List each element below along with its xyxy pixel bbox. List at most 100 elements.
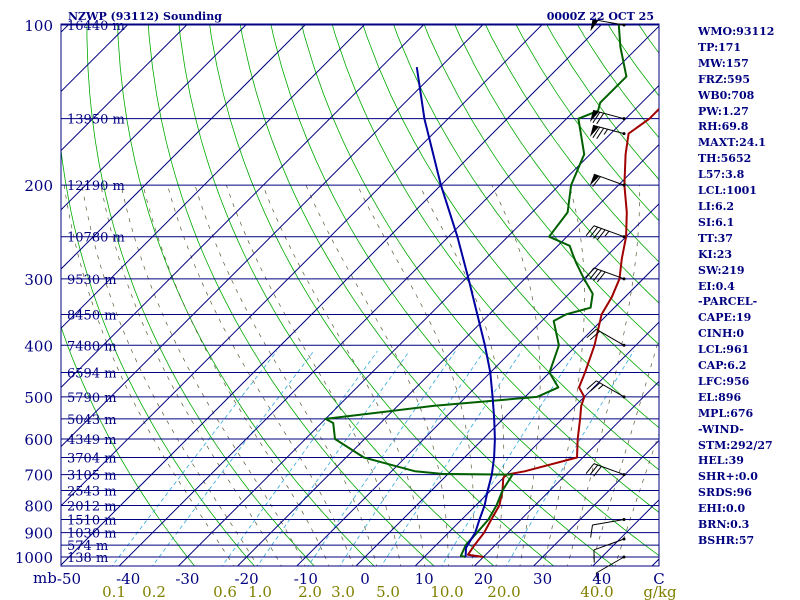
moist-adiabat bbox=[226, 184, 402, 566]
stat-item: SI:6.1 bbox=[698, 215, 735, 229]
wind-barb bbox=[586, 380, 626, 399]
pressure-tick: 900 bbox=[24, 525, 53, 543]
mixing-ratio-tick: 0.1 bbox=[102, 583, 126, 600]
mixing-ratio-tick: 10.0 bbox=[430, 583, 463, 600]
stat-item: -WIND- bbox=[698, 422, 744, 436]
moist-adiabat bbox=[567, 185, 641, 566]
height-label: 3704 m bbox=[67, 451, 117, 466]
mixing-ratio-line bbox=[307, 350, 456, 566]
stat-item: MW:157 bbox=[698, 56, 749, 70]
moist-adiabat bbox=[100, 185, 282, 566]
temperature-line bbox=[467, 107, 659, 558]
stat-item: PW:1.27 bbox=[698, 104, 749, 118]
wind-barb bbox=[590, 517, 626, 538]
stat-item: LCL:1001 bbox=[698, 184, 757, 198]
height-label: 4349 m bbox=[67, 433, 117, 448]
temperature-tick: 20 bbox=[474, 570, 493, 588]
pressure-tick: 700 bbox=[24, 467, 53, 485]
mixing-ratio-line bbox=[111, 350, 278, 566]
stat-item: EHI:0.0 bbox=[698, 502, 746, 516]
pressure-labels: 100 200 300 400 500 600 700 800 900 1000 mb bbox=[15, 17, 57, 587]
height-label: 13950 m bbox=[67, 113, 125, 128]
isotherm-line bbox=[61, 24, 485, 448]
wind-barb bbox=[585, 463, 626, 477]
pressure-tick: 200 bbox=[24, 177, 53, 195]
height-label: 1510 m bbox=[67, 513, 117, 528]
moist-adiabat bbox=[305, 184, 449, 566]
height-labels: 16440 m 13950 m 12190 m 10780 m 9530 m 8450 m… bbox=[67, 19, 125, 566]
mixing-ratio-line bbox=[380, 350, 523, 566]
wind-barb bbox=[589, 173, 626, 187]
parcel-line bbox=[415, 66, 496, 558]
moist-adiabat bbox=[418, 184, 505, 566]
stat-item: CAPE:19 bbox=[698, 311, 752, 325]
chart-datetime: 0000Z 22 OCT 25 bbox=[547, 10, 654, 23]
moist-adiabat bbox=[194, 184, 378, 566]
temperature-tick: 0 bbox=[360, 570, 370, 588]
wind-barb bbox=[595, 555, 626, 580]
temperature-tick: -50 bbox=[57, 570, 81, 588]
height-label: 8450 m bbox=[67, 308, 117, 323]
height-label: 3105 m bbox=[67, 469, 117, 484]
temperature-unit: C bbox=[653, 570, 664, 588]
stat-item: TH:5652 bbox=[698, 152, 752, 166]
dry-adiabats bbox=[61, 24, 659, 566]
stat-item: LFC:956 bbox=[698, 374, 750, 388]
temperature-tick: 10 bbox=[415, 570, 434, 588]
height-label: 10780 m bbox=[67, 231, 125, 246]
pressure-tick: 100 bbox=[24, 17, 53, 35]
isotherm-line bbox=[61, 24, 603, 566]
moist-adiabat bbox=[262, 184, 425, 566]
stat-item: SRDS:96 bbox=[698, 486, 752, 500]
temperature-tick: 40 bbox=[592, 570, 611, 588]
dry-adiabat bbox=[178, 24, 495, 566]
isotherm-line bbox=[296, 203, 659, 566]
height-label: 5790 m bbox=[67, 391, 117, 406]
pressure-tick: 800 bbox=[24, 497, 53, 515]
stat-item: SW:219 bbox=[698, 263, 745, 277]
stat-item: L57:3.8 bbox=[698, 168, 745, 182]
dry-adiabat bbox=[301, 24, 659, 513]
height-label: 138 m bbox=[67, 551, 108, 566]
pressure-tick: 1000 bbox=[15, 549, 53, 567]
moist-adiabat bbox=[356, 184, 475, 566]
stat-item: LI:6.2 bbox=[698, 199, 735, 213]
mixing-ratio-tick: 1.0 bbox=[248, 583, 272, 600]
isotherm-line bbox=[61, 24, 248, 211]
temperature-labels: -50 -40 -30 -20 -10 0 10 20 30 40 C bbox=[57, 570, 665, 588]
isotherm-line bbox=[61, 24, 426, 389]
mixing-ratio-line bbox=[221, 350, 378, 566]
dry-adiabat bbox=[61, 325, 196, 566]
mixing-ratio-tick: 3.0 bbox=[331, 583, 355, 600]
wind-barb bbox=[585, 267, 626, 283]
temperature-tick: 30 bbox=[533, 570, 552, 588]
mixing-ratio-line bbox=[505, 350, 635, 566]
wind-barb bbox=[590, 18, 626, 32]
wind-barb bbox=[593, 537, 626, 563]
height-label: 7480 m bbox=[67, 339, 117, 354]
isotherm-line bbox=[118, 25, 659, 566]
isotherm-line bbox=[61, 24, 307, 270]
pressure-tick: 300 bbox=[24, 271, 53, 289]
stat-item: STM:292/27 bbox=[698, 438, 773, 452]
moist-adiabat bbox=[81, 185, 259, 566]
isotherm-line bbox=[61, 24, 189, 152]
isotherm-line bbox=[61, 24, 544, 507]
isobars bbox=[61, 24, 659, 558]
stat-item: TT:37 bbox=[698, 231, 733, 245]
moist-adiabat bbox=[142, 185, 330, 566]
mixing-ratio-line bbox=[441, 350, 577, 566]
wind-barb bbox=[589, 124, 626, 139]
stat-item: CAP:6.2 bbox=[698, 359, 747, 373]
stats-panel: WMO:93112 TP:171 MW:157 FRZ:595 WB0:708 PW:1.… bbox=[698, 24, 798, 549]
height-label: 1030 m bbox=[67, 527, 117, 542]
mixing-ratio-labels: 0.1 0.2 0.6 1.0 2.0 3.0 5.0 10.0 20.0 40.0 g/kg bbox=[102, 583, 677, 600]
mixing-ratio-tick: 2.0 bbox=[298, 583, 322, 600]
moist-adiabat bbox=[167, 185, 354, 566]
moist-adiabat bbox=[491, 184, 541, 566]
dry-adiabat bbox=[117, 24, 375, 566]
stat-item: WMO:93112 bbox=[698, 25, 775, 38]
stat-item: FRZ:595 bbox=[698, 72, 751, 86]
stat-item: WB0:708 bbox=[698, 88, 755, 102]
pressure-tick: 400 bbox=[24, 337, 53, 355]
